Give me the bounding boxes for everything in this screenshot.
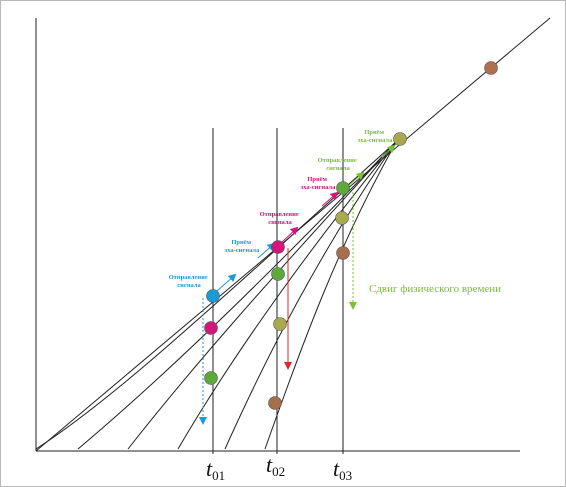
label-time-shift: Сдвиг физического времени	[369, 283, 501, 295]
point-t01-magenta	[204, 321, 218, 335]
label-receive-3: Приём эха-сигнала	[358, 129, 393, 144]
green-diagonal-arrow-2	[381, 144, 396, 158]
green-diagonal-arrow-1	[347, 171, 365, 187]
axes	[35, 18, 520, 452]
point-t02-olive	[273, 317, 287, 331]
magenta-diagonal-arrow-2	[321, 191, 339, 207]
label-send-2: Отправление сигнала	[260, 211, 301, 226]
label-send-3: Отправление сигнала	[318, 157, 359, 172]
point-t03-green	[336, 181, 350, 195]
curve-6	[264, 140, 398, 450]
point-t03-olive	[335, 211, 349, 225]
arrows	[199, 144, 396, 425]
blue-diagonal-arrow-1	[215, 273, 237, 293]
point-t03-brown	[336, 246, 350, 260]
curve-5	[224, 140, 398, 450]
label-send-1: Отправление сигнала	[169, 274, 210, 289]
tick-label-t03: t03	[333, 456, 352, 483]
tick-label-t02: t02	[266, 452, 285, 479]
point-t02-green	[271, 267, 285, 281]
event-points	[204, 61, 498, 410]
curve-2	[77, 140, 398, 450]
point-top	[484, 61, 498, 75]
curves	[35, 17, 551, 452]
curve-4	[177, 140, 398, 450]
tick-label-t01: t01	[206, 456, 225, 483]
annotation-labels: Отправление сигнала Приём эха-сигнала От…	[169, 129, 502, 295]
curve-3	[127, 140, 398, 450]
magenta-diagonal-arrow	[279, 226, 299, 245]
point-t02-magenta	[271, 240, 285, 254]
point-t02-brown	[268, 396, 282, 410]
point-t01-blue	[206, 289, 220, 303]
label-receive-1: Приём эха-сигнала	[225, 239, 260, 254]
point-convergence	[393, 132, 407, 146]
label-receive-2: Приём эха-сигнала	[301, 176, 336, 191]
time-tick-labels: t01 t02 t03	[206, 452, 352, 483]
point-t01-green	[204, 371, 218, 385]
